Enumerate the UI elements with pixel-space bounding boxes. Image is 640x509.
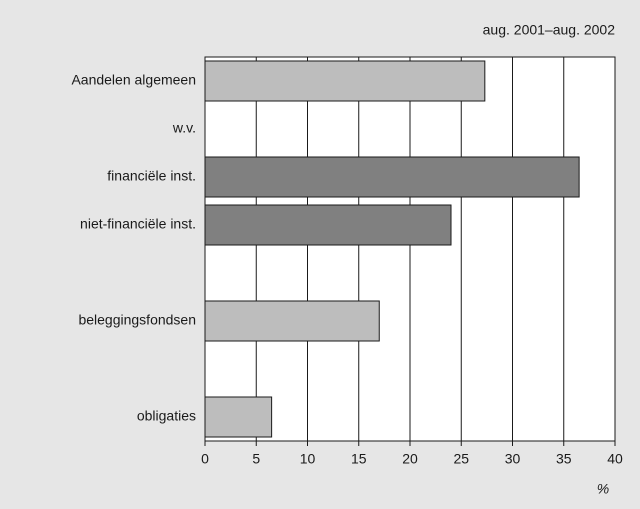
x-tick-label: 20 — [402, 451, 418, 467]
y-tick-label: Aandelen algemeen — [71, 72, 196, 88]
x-tick-label: 40 — [607, 451, 623, 467]
bar — [204, 300, 380, 342]
x-tick-label: 10 — [300, 451, 316, 467]
x-tick-label: 25 — [453, 451, 469, 467]
y-tick-label: obligaties — [137, 408, 196, 424]
bar — [204, 204, 452, 246]
x-tick-label: 5 — [252, 451, 260, 467]
x-axis-label: % — [597, 481, 609, 497]
x-tick-label: 0 — [201, 451, 209, 467]
x-tick-label: 35 — [556, 451, 572, 467]
chart-subtitle: aug. 2001–aug. 2002 — [483, 22, 616, 38]
x-tick-label: 15 — [351, 451, 367, 467]
y-tick-label: financiële inst. — [107, 168, 196, 184]
bar — [204, 156, 580, 198]
bar — [204, 60, 486, 102]
y-tick-label: niet-financiële inst. — [80, 216, 196, 232]
bar — [204, 396, 273, 438]
x-tick-label: 30 — [505, 451, 521, 467]
y-tick-label: w.v. — [172, 120, 196, 136]
y-tick-label: beleggingsfondsen — [78, 312, 196, 328]
